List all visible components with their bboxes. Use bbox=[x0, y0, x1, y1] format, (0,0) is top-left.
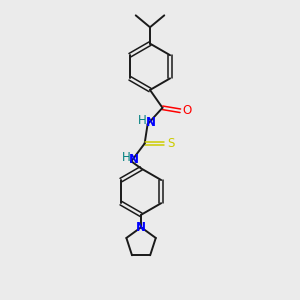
Text: O: O bbox=[182, 104, 191, 117]
Text: N: N bbox=[136, 221, 146, 234]
Text: H: H bbox=[122, 151, 130, 164]
Text: H: H bbox=[138, 114, 147, 127]
Text: N: N bbox=[129, 153, 139, 166]
Text: S: S bbox=[167, 137, 174, 150]
Text: N: N bbox=[146, 116, 156, 129]
